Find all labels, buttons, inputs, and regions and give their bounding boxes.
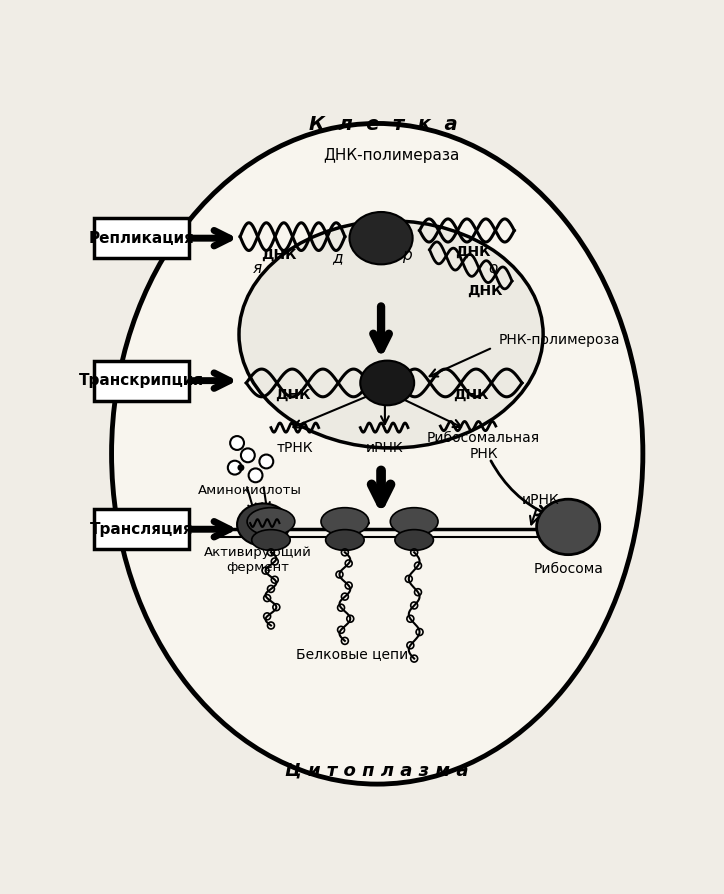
Ellipse shape	[239, 221, 543, 448]
Text: ДНК-полимераза: ДНК-полимераза	[323, 148, 459, 163]
Circle shape	[230, 436, 244, 450]
Text: Белковые цепи: Белковые цепи	[296, 647, 408, 661]
Ellipse shape	[361, 360, 414, 405]
Text: ДНК: ДНК	[261, 249, 296, 262]
FancyBboxPatch shape	[94, 218, 190, 258]
Ellipse shape	[390, 508, 438, 536]
Text: Рибосома: Рибосома	[534, 562, 603, 577]
Text: ДНК: ДНК	[467, 283, 502, 298]
FancyBboxPatch shape	[94, 510, 190, 549]
Ellipse shape	[350, 212, 413, 265]
Text: ДНК: ДНК	[275, 388, 311, 402]
Text: Репликация: Репликация	[88, 231, 195, 246]
Text: Рибосомальная
РНК: Рибосомальная РНК	[427, 431, 540, 461]
Ellipse shape	[111, 123, 643, 784]
Circle shape	[237, 464, 245, 471]
Text: Трансляция: Трансляция	[90, 522, 193, 536]
Ellipse shape	[252, 529, 290, 551]
Text: Активирующий
фермент: Активирующий фермент	[204, 546, 312, 574]
Text: д: д	[332, 250, 342, 266]
Text: ДНК: ДНК	[455, 245, 490, 259]
Text: иРНК: иРНК	[521, 493, 559, 507]
Circle shape	[248, 468, 263, 482]
Circle shape	[241, 449, 255, 462]
Text: иРНК: иРНК	[366, 441, 403, 455]
Ellipse shape	[326, 529, 364, 551]
Ellipse shape	[321, 508, 369, 536]
Ellipse shape	[247, 508, 295, 536]
Text: Транскрипция: Транскрипция	[79, 373, 204, 388]
Text: Аминокислоты: Аминокислоты	[198, 485, 301, 497]
Ellipse shape	[536, 499, 599, 554]
Text: я: я	[253, 261, 262, 276]
Text: К  л  е  т  к  а: К л е т к а	[309, 114, 458, 134]
Circle shape	[228, 460, 242, 475]
Text: о: о	[488, 261, 497, 276]
Text: тРНК: тРНК	[277, 441, 313, 455]
Ellipse shape	[237, 503, 290, 546]
Text: р: р	[402, 248, 411, 263]
FancyBboxPatch shape	[94, 360, 190, 401]
Circle shape	[259, 454, 273, 468]
Text: ДНК: ДНК	[453, 388, 489, 402]
Text: РНК-полимероза: РНК-полимероза	[499, 333, 620, 347]
Ellipse shape	[395, 529, 434, 551]
Text: Ц и т о п л а з м а: Ц и т о п л а з м а	[285, 762, 469, 780]
